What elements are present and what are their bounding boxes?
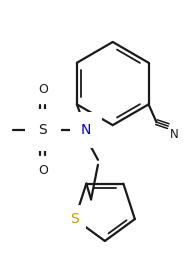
Text: N: N <box>170 128 179 141</box>
Text: O: O <box>38 83 48 96</box>
Text: N: N <box>81 123 91 137</box>
Text: O: O <box>38 164 48 177</box>
Text: S: S <box>70 212 79 226</box>
Text: S: S <box>38 123 47 137</box>
